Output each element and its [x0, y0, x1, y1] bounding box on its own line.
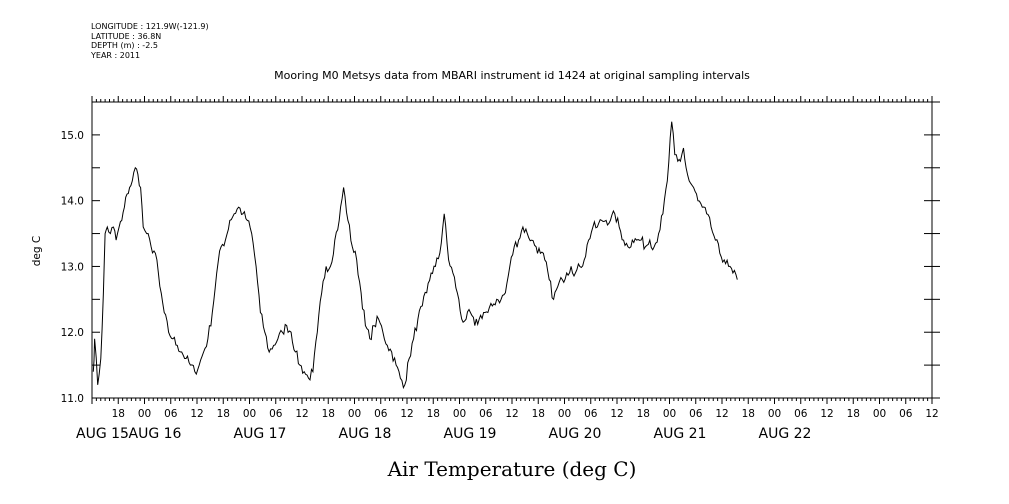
plot-axes: [91, 101, 933, 399]
x-tick-label: 12: [190, 408, 203, 420]
x-tick-label: 06: [899, 408, 913, 420]
temperature-series-line: [92, 121, 738, 390]
x-tick-label: 06: [374, 408, 388, 420]
x-tick-label: 18: [112, 408, 125, 420]
x-tick-label: 00: [453, 408, 466, 420]
y-tick-label: 14.0: [61, 196, 84, 208]
x-tick-label: 18: [532, 408, 545, 420]
x-tick-label: 00: [663, 408, 676, 420]
x-date-label: AUG 19: [444, 426, 497, 442]
x-date-label: AUG 22: [759, 426, 812, 442]
x-tick-label: 18: [637, 408, 650, 420]
x-tick-label: 06: [794, 408, 808, 420]
x-tick-label: 00: [348, 408, 361, 420]
y-axis-ticks: 11.0 12.0 13.0 14.0 15.0: [61, 101, 940, 405]
y-tick-label: 12.0: [61, 327, 84, 339]
x-date-label: AUG 20: [549, 426, 602, 442]
x-tick-label: 06: [479, 408, 493, 420]
x-tick-label: 06: [584, 408, 598, 420]
x-tick-label: 18: [217, 408, 230, 420]
x-tick-label: 00: [138, 408, 151, 420]
x-tick-label: 06: [164, 408, 178, 420]
x-tick-label: 18: [322, 408, 335, 420]
x-date-label: AUG 17: [234, 426, 287, 442]
x-tick-label: 06: [689, 408, 703, 420]
y-tick-label: 13.0: [61, 261, 84, 273]
x-tick-label: 12: [610, 408, 623, 420]
x-tick-label: 00: [558, 408, 571, 420]
x-date-label: AUG 15: [76, 426, 129, 442]
x-tick-label: 12: [925, 408, 938, 420]
x-tick-label: 12: [505, 408, 518, 420]
x-tick-label: 12: [295, 408, 308, 420]
x-tick-label: 18: [847, 408, 860, 420]
longitude-text: LONGITUDE : 121.9W(-121.9): [91, 22, 209, 31]
x-tick-label: 12: [400, 408, 413, 420]
x-tick-label: 00: [768, 408, 781, 420]
mooring-metadata: LONGITUDE : 121.9W(-121.9) LATITUDE : 36…: [91, 22, 209, 60]
depth-text: DEPTH (m) : -2.5: [91, 41, 158, 50]
y-axis-label: deg C: [31, 236, 43, 266]
x-date-label: AUG 21: [654, 426, 707, 442]
x-axis-label: Air Temperature (deg C): [387, 457, 637, 481]
chart-title: Mooring M0 Metsys data from MBARI instru…: [274, 69, 750, 82]
x-tick-label: 12: [820, 408, 833, 420]
x-tick-label: 00: [873, 408, 886, 420]
year-text: YEAR : 2011: [91, 50, 141, 60]
x-tick-label: 18: [427, 408, 440, 420]
y-tick-label: 15.0: [61, 130, 84, 142]
latitude-text: LATITUDE : 36.8N: [91, 31, 162, 41]
x-axis-ticks: 18 00 06 12 18 00 06 12 18 00 06 12 18 00 06 12 18 00 06 12…: [76, 96, 939, 442]
plot-frame: [91, 101, 933, 399]
x-date-label: AUG 16: [129, 426, 182, 442]
x-date-label: AUG 18: [339, 426, 392, 442]
y-tick-label: 11.0: [61, 393, 84, 405]
x-tick-label: 00: [243, 408, 256, 420]
x-tick-label: 06: [269, 408, 283, 420]
x-tick-label: 12: [715, 408, 728, 420]
x-tick-label: 18: [742, 408, 755, 420]
